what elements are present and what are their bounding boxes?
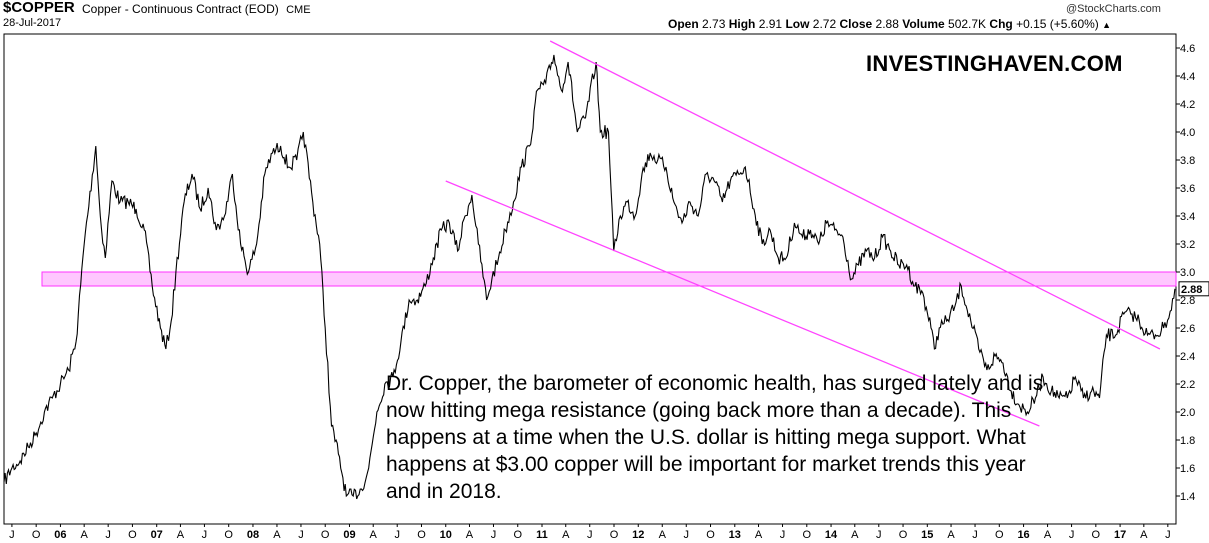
y-tick-label: 3.2 <box>1180 239 1195 251</box>
x-tick-label: 08 <box>247 529 259 541</box>
x-tick-label: O <box>706 529 715 541</box>
low-label: Low <box>785 17 810 31</box>
y-tick-label: 2.6 <box>1180 323 1195 335</box>
quote-bar: Open 2.73 High 2.91 Low 2.72 Close 2.88 … <box>668 17 1111 31</box>
x-tick-label: 12 <box>632 529 644 541</box>
x-tick-label: O <box>995 529 1004 541</box>
x-tick-label: O <box>610 529 619 541</box>
x-tick-label: 14 <box>825 529 838 541</box>
x-tick-label: 09 <box>343 529 355 541</box>
lower-trendline <box>445 180 1040 427</box>
x-tick-label: J <box>491 529 497 541</box>
y-tick-label: 3.4 <box>1180 211 1195 223</box>
x-tick-label: O <box>224 529 233 541</box>
date-label: 28-Jul-2017 <box>3 17 62 29</box>
x-tick-label: A <box>466 529 474 541</box>
x-tick-label: O <box>32 529 41 541</box>
x-tick-label: A <box>81 529 89 541</box>
x-tick-label: J <box>780 529 786 541</box>
y-tick-label: 2.8 <box>1180 295 1195 307</box>
x-tick-label: J <box>202 529 208 541</box>
x-tick-label: A <box>370 529 378 541</box>
x-tick-label: J <box>1069 529 1075 541</box>
chart-description: Copper - Continuous Contract (EOD) CME <box>82 2 311 16</box>
credit-label: @StockCharts.com <box>1066 3 1161 15</box>
y-tick-label: 4.2 <box>1180 99 1195 111</box>
x-tick-label: 15 <box>921 529 933 541</box>
x-tick-label: 07 <box>151 529 163 541</box>
x-tick-label: J <box>876 529 882 541</box>
y-tick-label: 3.0 <box>1180 267 1195 279</box>
x-tick-label: A <box>1044 529 1052 541</box>
y-tick-label: 1.8 <box>1180 435 1195 447</box>
x-tick-label: J <box>9 529 15 541</box>
low-value: 2.72 <box>812 17 837 31</box>
y-tick-label: 2.2 <box>1180 379 1195 391</box>
x-tick-label: A <box>1140 529 1148 541</box>
annotation-text: Dr. Copper, the barometer of economic he… <box>386 372 1044 503</box>
x-tick-label: O <box>899 529 908 541</box>
x-tick-label: A <box>851 529 859 541</box>
high-value: 2.91 <box>758 17 783 31</box>
volume-value: 502.7K <box>948 17 987 31</box>
x-tick-label: O <box>128 529 137 541</box>
last-value-label: 2.88 <box>1181 284 1202 296</box>
x-tick-label: J <box>105 529 111 541</box>
x-tick-label: 17 <box>1114 529 1126 541</box>
y-tick-label: 4.4 <box>1180 71 1195 83</box>
x-tick-label: J <box>587 529 593 541</box>
last-value-box <box>1178 281 1209 297</box>
x-tick-label: J <box>684 529 690 541</box>
y-tick-label: 2.4 <box>1180 351 1195 363</box>
exchange-label: CME <box>286 4 311 16</box>
x-tick-label: A <box>273 529 281 541</box>
price-line <box>3 54 1176 500</box>
x-tick-label: O <box>1092 529 1101 541</box>
close-value: 2.88 <box>875 17 899 31</box>
x-tick-label: 11 <box>536 529 548 541</box>
close-label: Close <box>839 17 873 31</box>
volume-label: Volume <box>902 17 945 31</box>
resistance-band <box>41 271 1177 287</box>
x-tick-label: O <box>513 529 522 541</box>
up-arrow-icon: ▲ <box>1102 20 1112 30</box>
chg-label: Chg <box>989 17 1013 31</box>
x-tick-label: A <box>562 529 570 541</box>
x-tick-label: 13 <box>729 529 741 541</box>
x-tick-label: J <box>394 529 400 541</box>
x-tick-label: O <box>321 529 330 541</box>
upper-trendline <box>549 40 1161 350</box>
y-tick-label: 3.8 <box>1180 155 1195 167</box>
open-value: 2.73 <box>702 17 726 31</box>
high-label: High <box>728 17 756 31</box>
y-tick-label: 2.0 <box>1180 407 1195 419</box>
x-tick-label: 06 <box>54 529 66 541</box>
x-tick-label: J <box>1165 529 1171 541</box>
chg-value: +0.15 (+5.60%) <box>1016 17 1099 31</box>
watermark-brand: INVESTINGHAVEN.COM <box>866 51 1123 76</box>
x-tick-label: O <box>803 529 812 541</box>
y-tick-label: 1.6 <box>1180 463 1195 475</box>
y-tick-label: 4.6 <box>1180 43 1195 55</box>
x-tick-label: A <box>177 529 185 541</box>
x-tick-label: J <box>972 529 978 541</box>
x-tick-label: A <box>659 529 667 541</box>
y-tick-label: 1.4 <box>1180 491 1195 503</box>
symbol-label: $COPPER <box>3 0 75 16</box>
y-tick-label: 4.0 <box>1180 127 1195 139</box>
x-tick-label: A <box>755 529 763 541</box>
x-tick-label: A <box>947 529 955 541</box>
x-tick-label: J <box>298 529 304 541</box>
x-tick-label: 10 <box>440 529 452 541</box>
open-label: Open <box>668 17 699 31</box>
x-tick-label: O <box>417 529 426 541</box>
y-tick-label: 3.6 <box>1180 183 1195 195</box>
x-tick-label: 16 <box>1017 529 1029 541</box>
description-text: Copper - Continuous Contract (EOD) <box>82 2 279 16</box>
